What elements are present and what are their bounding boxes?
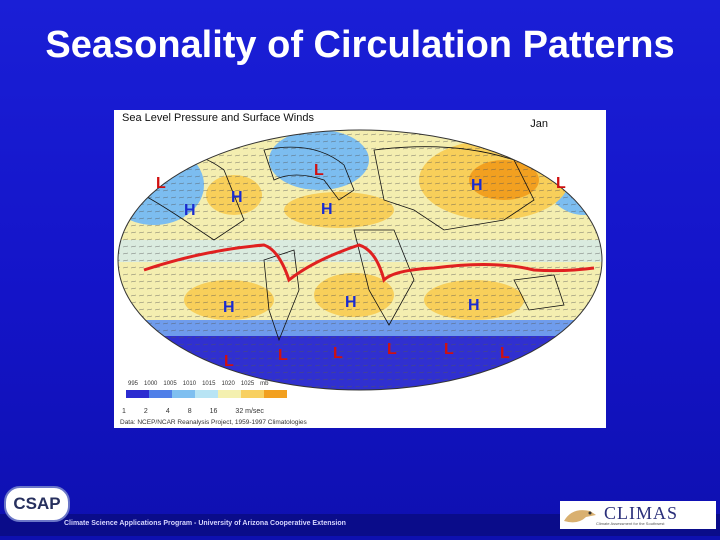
climas-tagline: Climate Assessment for the Southwest xyxy=(596,521,665,526)
legend-value: 1010 xyxy=(182,381,197,387)
wind-scale-value: 32 m/sec xyxy=(235,408,264,415)
high-label: H xyxy=(471,177,483,194)
legend-value: 1025 xyxy=(240,381,255,387)
desert-bird-icon xyxy=(564,510,596,523)
high-label: H xyxy=(231,189,243,206)
high-label: H xyxy=(184,202,196,219)
wind-scale: 1 2 4 8 16 32 m/sec xyxy=(122,408,264,415)
low-label: L xyxy=(333,345,343,362)
globe-outline xyxy=(117,129,603,391)
legend-value: 1020 xyxy=(221,381,235,387)
low-label: L xyxy=(278,347,288,364)
map-figure: L L L H H H H H H H L L L L L L Sea xyxy=(114,110,606,428)
legend-value: 995 xyxy=(128,381,139,387)
legend-value: 1000 xyxy=(144,381,158,387)
wind-scale-value: 4 xyxy=(165,408,170,415)
legend-unit: mb xyxy=(260,381,269,387)
slide-title: Seasonality of Circulation Patterns xyxy=(45,24,675,66)
high-label: H xyxy=(321,201,333,218)
low-label: L xyxy=(556,175,566,192)
wind-scale-value: 2 xyxy=(143,408,148,415)
csap-logo: CSAP xyxy=(4,486,70,522)
footer-bar xyxy=(0,514,720,536)
low-label: L xyxy=(224,353,234,370)
itcz-line xyxy=(143,243,595,283)
low-label: L xyxy=(156,175,166,192)
legend-labels: 995 1000 1005 1010 1015 1020 1025 mb xyxy=(128,381,269,387)
high-label: H xyxy=(223,299,235,316)
low-label: L xyxy=(444,341,454,358)
wind-scale-value: 16 xyxy=(209,408,218,415)
low-label: L xyxy=(314,162,324,179)
climas-logo: CLIMAS Climate Assessment for the Southw… xyxy=(560,501,716,529)
low-label: L xyxy=(500,345,510,362)
legend-value: 1005 xyxy=(163,381,177,387)
world-map: L L L H H H H H H H L L L L L L xyxy=(117,129,603,398)
wind-scale-value: 8 xyxy=(187,408,192,415)
wind-scale-value: 1 xyxy=(122,408,126,415)
pressure-centers: L L L H H H H H H H L L L L L L xyxy=(156,162,566,370)
high-label: H xyxy=(468,297,480,314)
footer-program-text: Climate Science Applications Program - U… xyxy=(64,520,346,527)
panel-month: Jan xyxy=(530,118,548,130)
high-label: H xyxy=(345,294,357,311)
pressure-legend xyxy=(126,390,287,398)
data-credit: Data: NCEP/NCAR Reanalysis Project, 1959… xyxy=(120,419,307,426)
pressure-field xyxy=(118,130,602,390)
legend-value: 1015 xyxy=(202,381,216,387)
csap-logo-text: CSAP xyxy=(13,494,61,513)
panel-title: Sea Level Pressure and Surface Winds xyxy=(122,112,314,124)
climas-logo-text: CLIMAS xyxy=(604,503,679,523)
low-label: L xyxy=(387,341,397,358)
